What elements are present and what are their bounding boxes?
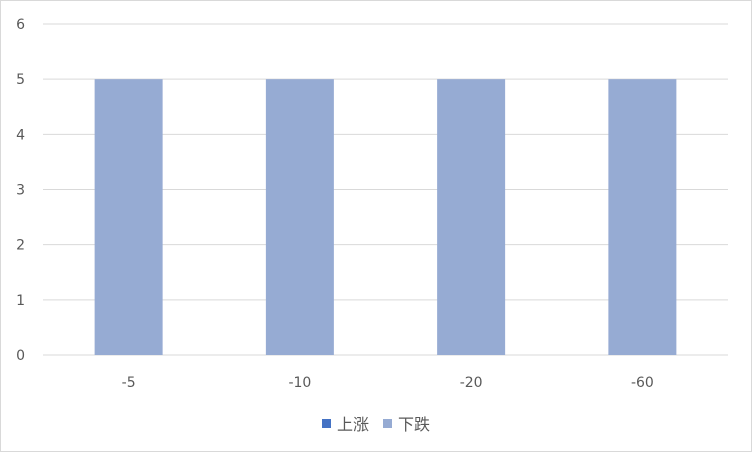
bar-series-1-category-3 bbox=[608, 79, 677, 356]
y-tick-label-4: 4 bbox=[16, 127, 25, 143]
legend-label-series-1: 下跌 bbox=[398, 415, 431, 434]
x-tick-label-3: -60 bbox=[631, 375, 654, 391]
y-tick-label-2: 2 bbox=[16, 238, 25, 254]
legend-item-series-1: 下跌 bbox=[383, 411, 430, 435]
legend-swatch-series-0 bbox=[321, 418, 331, 428]
legend-item-series-0: 上涨 bbox=[321, 411, 369, 435]
bar-series-1-category-2 bbox=[437, 79, 506, 356]
y-tick-label-5: 5 bbox=[16, 72, 25, 88]
legend: 上涨 下跌 bbox=[1, 411, 751, 435]
x-tick-label-2: -20 bbox=[460, 375, 483, 391]
y-tick-label-6: 6 bbox=[16, 17, 25, 33]
bar-series-1-category-0 bbox=[94, 79, 163, 356]
y-tick-label-3: 3 bbox=[16, 183, 25, 199]
x-tick-label-1: -10 bbox=[288, 375, 311, 391]
x-tick-label-0: -5 bbox=[122, 375, 136, 391]
y-tick-label-1: 1 bbox=[16, 293, 25, 309]
bar-series-1-category-1 bbox=[265, 79, 334, 356]
legend-label-series-0: 上涨 bbox=[336, 415, 369, 434]
y-tick-label-0: 0 bbox=[16, 348, 25, 364]
legend-swatch-series-1 bbox=[383, 418, 392, 428]
